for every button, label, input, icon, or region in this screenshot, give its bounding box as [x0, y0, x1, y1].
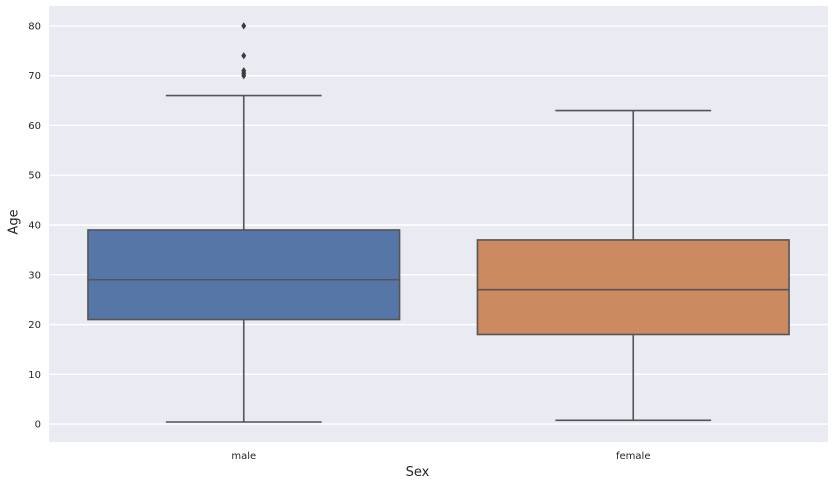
y-tick-label-30: 30	[28, 270, 41, 281]
box-female	[476, 239, 790, 336]
outlier-male-71	[241, 67, 247, 75]
y-tick-label-80: 80	[28, 21, 41, 32]
y-tick-label-10: 10	[28, 370, 41, 381]
y-tick-label-0: 0	[35, 420, 41, 431]
y-tick-label-20: 20	[28, 320, 41, 331]
x-axis-label: Sex	[405, 465, 430, 480]
y-tick-label-70: 70	[28, 71, 41, 82]
y-tick-label-60: 60	[28, 121, 41, 132]
x-tick-label-female: female	[616, 451, 650, 462]
outlier-male-74	[241, 52, 247, 60]
box-male	[87, 229, 401, 321]
y-axis-label: Age	[6, 209, 22, 235]
y-tick-label-40: 40	[28, 220, 41, 231]
x-tick-label-male: male	[231, 451, 256, 462]
y-tick-label-50: 50	[28, 171, 41, 182]
plot-background	[49, 6, 828, 442]
outlier-male-80	[241, 22, 247, 30]
